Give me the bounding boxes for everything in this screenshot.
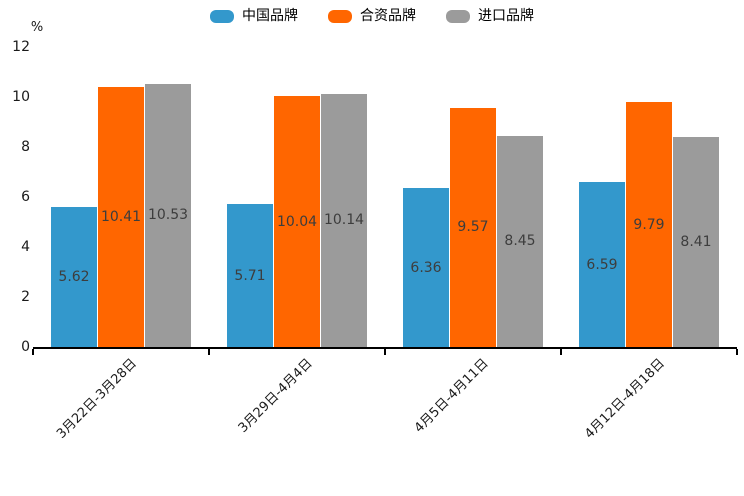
y-axis-tick-label: 10 [12, 89, 30, 105]
bar-value-label: 6.59 [586, 256, 618, 273]
bar-value-label: 10.53 [147, 207, 189, 224]
bar-value-label: 5.62 [58, 268, 90, 285]
bar [145, 83, 191, 347]
x-axis-tick-label: 4月12日-4月18日 [581, 356, 668, 442]
legend-item[interactable]: 合资品牌 [328, 8, 416, 24]
bar-value-label: 8.41 [680, 233, 712, 250]
bar [626, 102, 672, 347]
legend-label: 中国品牌 [242, 8, 298, 24]
y-axis-tick-label: 6 [21, 189, 30, 205]
y-axis-tick-label: 0 [21, 339, 30, 355]
bar [98, 86, 144, 347]
x-axis-tick-label: 4月5日-4月11日 [411, 356, 492, 436]
legend-swatch-icon [210, 9, 234, 23]
bar-value-label: 8.45 [504, 233, 536, 250]
bar [51, 206, 97, 347]
bar [673, 136, 719, 347]
legend-label: 进口品牌 [478, 8, 534, 24]
bar [321, 93, 367, 347]
bar [227, 204, 273, 347]
bar [403, 188, 449, 347]
x-axis-tick-label: 3月22日-3月28日 [53, 356, 140, 442]
bar-value-label: 5.71 [234, 267, 266, 284]
x-axis-tick-mark [32, 349, 34, 355]
legend-label: 合资品牌 [360, 8, 416, 24]
bar [497, 135, 543, 347]
x-axis-tick-mark [736, 349, 738, 355]
bar [274, 96, 320, 347]
x-axis-tick-label: 3月29日-4月4日 [235, 356, 316, 436]
bar-value-label: 9.57 [457, 219, 489, 236]
x-axis-tick-mark [560, 349, 562, 355]
bar-value-label: 10.04 [276, 213, 318, 230]
bar [450, 107, 496, 347]
bar-value-label: 10.41 [100, 208, 142, 225]
x-axis-tick-mark [384, 349, 386, 355]
bar-value-label: 10.14 [323, 212, 365, 229]
y-axis-tick-label: 12 [12, 39, 30, 55]
y-axis-tick-label: 8 [21, 139, 30, 155]
legend: 中国品牌 合资品牌 进口品牌 [0, 8, 744, 24]
y-axis-unit-label: % [30, 20, 44, 35]
legend-item[interactable]: 进口品牌 [446, 8, 534, 24]
x-axis-line [33, 347, 737, 349]
bar-value-label: 6.36 [410, 259, 442, 276]
y-axis-tick-label: 2 [21, 289, 30, 305]
x-axis-tick-mark [208, 349, 210, 355]
y-axis-tick-label: 4 [21, 239, 30, 255]
bar-value-label: 9.79 [633, 216, 665, 233]
legend-swatch-icon [328, 9, 352, 23]
legend-item[interactable]: 中国品牌 [210, 8, 298, 24]
bar [579, 182, 625, 347]
legend-swatch-icon [446, 9, 470, 23]
